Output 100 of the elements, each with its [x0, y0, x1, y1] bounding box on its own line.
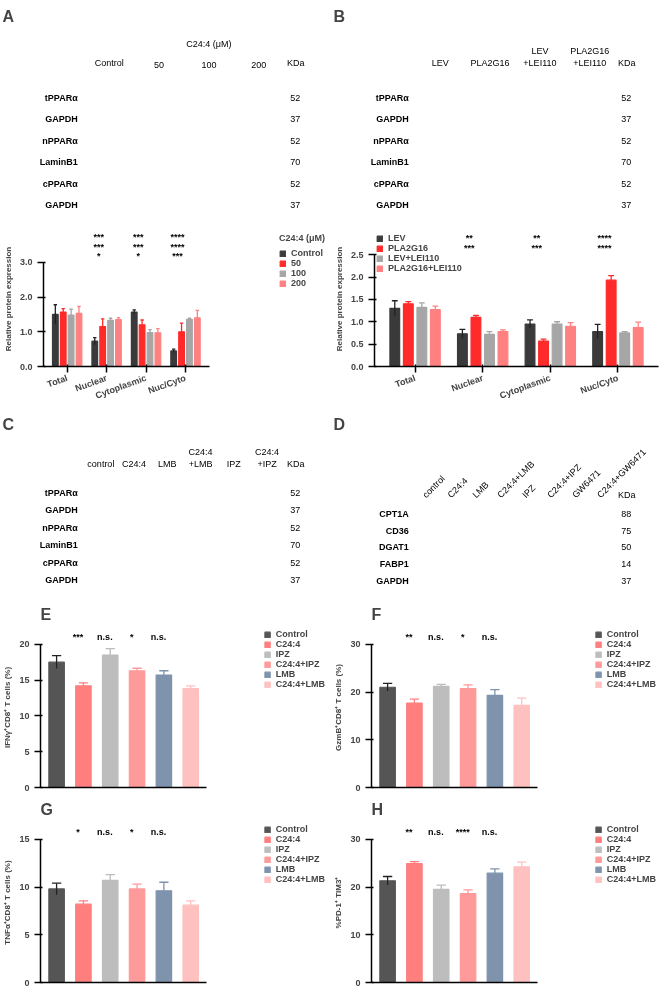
y-axis-title: Relative protein expression	[3, 246, 13, 352]
category-label: 70	[290, 540, 301, 551]
text: KDa	[286, 458, 305, 469]
y-tick-label: 10	[19, 882, 30, 893]
category-label: GAPDH	[45, 200, 78, 211]
legend-label: PLA2G16+LEI110	[388, 263, 462, 273]
legend-label: C24:4	[275, 834, 301, 844]
legend-label: LMB	[275, 864, 296, 874]
category-label: IPZ	[226, 458, 242, 469]
y-tick-label: 10	[350, 734, 361, 745]
category-label: cPPARα	[42, 178, 78, 189]
category-label: C24:4	[122, 458, 147, 469]
text: ***	[463, 243, 475, 254]
text: ****	[455, 827, 471, 838]
y-tick-label: 1.0	[350, 316, 364, 327]
category-label: tPPARα	[44, 92, 78, 103]
text: n.s.	[481, 632, 498, 643]
text: n.s.	[150, 827, 167, 838]
y-tick-label: 2.0	[350, 272, 364, 283]
y-tick-label: 0	[355, 782, 361, 793]
y-tick-label: 10	[350, 929, 361, 940]
legend-label: C24:4	[275, 639, 301, 649]
chart-title: F	[371, 605, 382, 623]
legend-label: Control	[290, 248, 323, 258]
text: n.s.	[481, 827, 498, 838]
category-label: LEV +LEI110	[523, 45, 557, 68]
legend-label: IPZ	[275, 649, 291, 659]
text: ***	[132, 241, 144, 252]
y-tick-label: 1.5	[350, 294, 364, 305]
category-label: LaminB1	[39, 540, 78, 551]
category-label: 37	[290, 114, 301, 125]
y-tick-label: 5	[24, 929, 30, 940]
text: C	[2, 415, 15, 433]
category-label: 52	[290, 178, 301, 189]
y-tick-label: 5	[24, 746, 30, 757]
category-label: GAPDH	[376, 114, 409, 125]
category-label: 52	[290, 488, 301, 499]
category-label: LaminB1	[39, 157, 78, 168]
text: ***	[172, 251, 184, 262]
category-label: 70	[290, 157, 301, 168]
category-label: nPPARα	[42, 522, 78, 533]
category-label: LMB	[158, 458, 177, 469]
category-label: 88	[621, 509, 632, 520]
legend-label: 100	[290, 268, 307, 278]
text: B	[333, 7, 346, 25]
y-tick-label: 20	[350, 882, 361, 893]
legend-label: IPZ	[606, 649, 622, 659]
category-label: 37	[290, 575, 301, 586]
category-label: 50	[621, 542, 632, 553]
legend-label: C24:4+IPZ	[275, 659, 320, 669]
legend-label: PLA2G16	[388, 243, 429, 253]
category-label: 75	[621, 525, 632, 536]
category-label: GAPDH	[45, 114, 78, 125]
category-label: FABP1	[379, 559, 409, 570]
y-axis-title: GzmB⁺CD8⁺ T cells (%)	[334, 663, 344, 751]
category-label: tPPARα	[44, 488, 78, 499]
text: ***	[93, 241, 105, 252]
category-label: 52	[290, 557, 301, 568]
y-tick-label: 1.0	[19, 326, 33, 337]
category-label: GAPDH	[45, 575, 78, 586]
y-tick-label: 0	[24, 782, 30, 793]
y-tick-label: 0	[24, 977, 30, 988]
y-tick-label: 3.0	[19, 257, 33, 268]
category-label: nPPARα	[42, 135, 78, 146]
legend-label: LEV+LEI110	[388, 253, 440, 263]
category-label: C24:4 +IPZ	[255, 446, 280, 469]
text: ***	[132, 232, 144, 243]
category-label: 50	[154, 59, 165, 70]
text: D	[333, 415, 346, 433]
legend-label: Control	[275, 629, 308, 639]
text: *	[460, 632, 465, 643]
text: A	[2, 7, 15, 25]
category-label: 37	[621, 200, 632, 211]
legend-label: C24:4	[606, 834, 632, 844]
category-label: LEV	[431, 57, 449, 68]
text: ****	[597, 243, 612, 254]
y-axis-title: Relative protein expression	[334, 246, 344, 352]
category-label: control	[87, 458, 115, 469]
text: C24:4 (μM)	[186, 38, 232, 49]
text: **	[465, 233, 474, 244]
y-axis-title: %PD-1⁺ TIM3⁺	[334, 876, 344, 929]
category-label: PLA2G16	[470, 57, 510, 68]
text: **	[533, 233, 541, 244]
category-label: GAPDH	[376, 575, 409, 586]
y-tick-label: 2.5	[350, 249, 364, 260]
y-tick-label: 15	[19, 675, 30, 686]
category-label: 200	[251, 59, 267, 70]
chart-title: H	[371, 800, 384, 818]
legend-label: C24:4+IPZ	[606, 854, 651, 864]
legend-label: IPZ	[606, 844, 622, 854]
y-tick-label: 20	[19, 639, 30, 650]
legend-label: C24:4+IPZ	[606, 659, 651, 669]
legend-label: C24:4+LMB	[606, 874, 656, 884]
text: **	[405, 632, 414, 643]
category-label: 52	[290, 92, 301, 103]
category-label: cPPARα	[42, 557, 78, 568]
y-tick-label: 15	[19, 834, 30, 845]
y-tick-label: 0.0	[19, 361, 33, 372]
category-label: 70	[621, 157, 632, 168]
category-label: CPT1A	[379, 509, 409, 520]
